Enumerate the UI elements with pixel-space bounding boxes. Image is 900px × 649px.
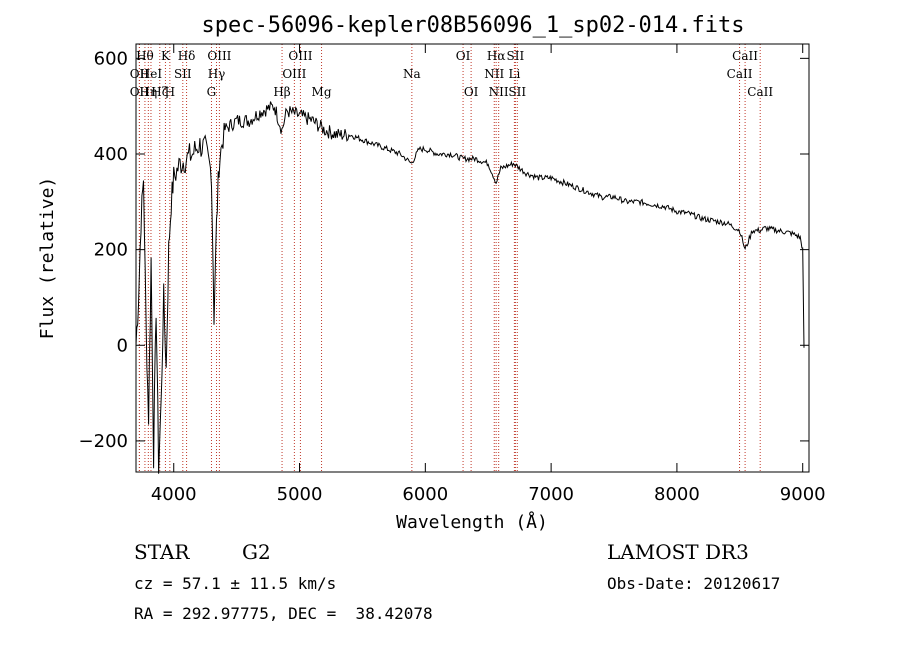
spectral-line-label: CaII xyxy=(747,85,773,99)
x-axis-ticks: 4000 5000 6000 7000 8000 9000 xyxy=(151,44,826,505)
object-class: STAR xyxy=(134,540,190,564)
x-tick-label: 4000 xyxy=(151,484,197,505)
y-axis-label: Flux (relative) xyxy=(37,177,58,340)
spectral-line-label: SII xyxy=(507,49,525,63)
x-tick-label: 6000 xyxy=(402,484,448,505)
spectral-line-label: OIII xyxy=(288,49,312,63)
y-tick-label: 400 xyxy=(94,144,128,165)
y-tick-label: −200 xyxy=(79,431,128,452)
redshift-text: cz = 57.1 ± 11.5 km/s xyxy=(134,574,337,593)
spectral-line-label: OII xyxy=(130,67,150,81)
x-tick-label: 5000 xyxy=(277,484,323,505)
spectral-line-label: Li xyxy=(508,67,520,81)
x-tick-label: 9000 xyxy=(780,484,826,505)
spectral-line-label: Mg xyxy=(312,85,332,99)
spectral-line-label: Hγ xyxy=(208,67,226,81)
spectral-line-label: OII xyxy=(130,85,150,99)
spectral-line-label: HeI xyxy=(140,67,163,81)
x-tick-label: 7000 xyxy=(528,484,574,505)
x-axis-label: Wavelength (Å) xyxy=(396,511,548,533)
spectral-line-label: OI xyxy=(456,49,471,63)
y-axis-ticks: −200 0 200 400 600 xyxy=(79,48,809,452)
x-tick-label: 8000 xyxy=(654,484,700,505)
y-tick-label: 0 xyxy=(117,335,128,356)
spectral-line-label: SII xyxy=(508,85,526,99)
spectral-line-label: SII xyxy=(174,67,192,81)
spectral-line-label: Hη xyxy=(139,85,157,99)
spectral-line-label: NII xyxy=(489,85,509,99)
spectral-line-label: CaII xyxy=(727,67,753,81)
y-tick-label: 200 xyxy=(94,240,128,261)
spectral-line-label: OI xyxy=(464,85,479,99)
spectral-line-label: OIII xyxy=(207,49,231,63)
spectral-line-label: G xyxy=(207,85,217,99)
spectral-line-label: K xyxy=(161,49,171,63)
y-tick-label: 600 xyxy=(94,48,128,69)
spectral-line-label: Hζ xyxy=(151,85,168,99)
spectral-line-label: Hδ xyxy=(178,49,196,63)
spectral-line-label: H xyxy=(165,85,175,99)
object-subclass: G2 xyxy=(242,540,271,564)
spectral-line-markers xyxy=(138,44,761,472)
spectral-line-label: OIII xyxy=(282,67,306,81)
spectral-line-label: Na xyxy=(403,67,421,81)
chart-title: spec-56096-kepler08B56096_1_sp02-014.fit… xyxy=(201,13,744,38)
obs-date-text: Obs-Date: 20120617 xyxy=(607,574,781,593)
spectrum-line xyxy=(135,101,805,474)
coordinates-text: RA = 292.97775, DEC = 38.42078 xyxy=(134,604,433,623)
spectral-line-label: Hθ xyxy=(136,49,154,63)
spectral-line-label: NII xyxy=(484,67,504,81)
plot-frame xyxy=(135,43,810,473)
survey-name: LAMOST DR3 xyxy=(607,540,749,564)
spectral-line-label: CaII xyxy=(732,49,758,63)
plot-series xyxy=(135,101,805,474)
spectral-line-labels: OII OII Hθ Hη HeI Hζ K H SII Hδ G Hγ OIII Hβ OIII OIII M… xyxy=(130,49,774,99)
spectral-line-label: Hα xyxy=(487,49,506,63)
spectral-line-label: Hβ xyxy=(273,85,290,99)
